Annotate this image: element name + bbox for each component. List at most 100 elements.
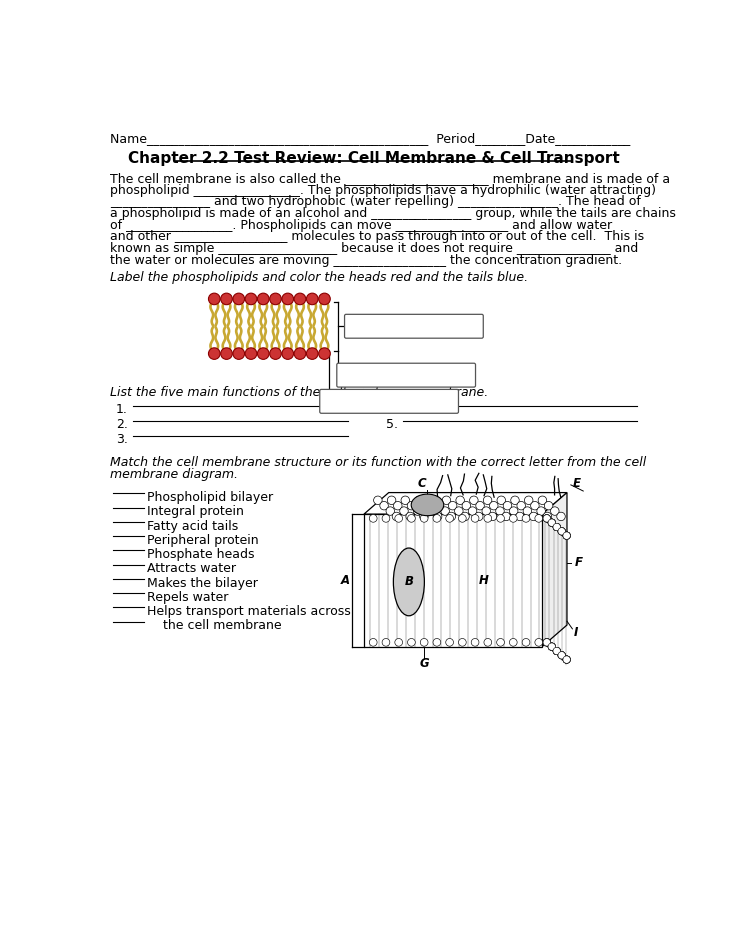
Circle shape [497,496,505,504]
Circle shape [515,513,524,521]
Circle shape [433,638,441,647]
Circle shape [538,496,547,504]
Text: the cell membrane: the cell membrane [147,619,281,632]
Circle shape [537,507,545,515]
Text: Fatty acid tails: Fatty acid tails [147,519,238,532]
Circle shape [484,638,491,647]
Circle shape [553,523,561,531]
Text: of _________________. Phospholipids can move __________________ and allow water: of _________________. Phospholipids can … [111,219,612,231]
Circle shape [433,514,441,522]
FancyBboxPatch shape [320,390,459,413]
Circle shape [448,501,457,510]
Circle shape [394,501,402,510]
Circle shape [543,639,550,646]
Circle shape [233,294,244,305]
Circle shape [306,347,318,360]
Circle shape [558,528,566,535]
Circle shape [445,514,453,522]
Circle shape [529,513,538,521]
Circle shape [462,501,471,510]
Text: ________________ and two hydrophobic (water repelling) ________________. The hea: ________________ and two hydrophobic (wa… [111,195,642,209]
Text: phospholipid _________________. The phospholipids have a hydrophilic (water attr: phospholipid _________________. The phos… [111,183,657,196]
Circle shape [548,643,555,650]
Circle shape [543,514,550,522]
Circle shape [558,651,566,659]
Circle shape [476,501,484,510]
Circle shape [543,513,552,521]
Circle shape [455,507,463,515]
Text: Match the cell membrane structure or its function with the correct letter from t: Match the cell membrane structure or its… [111,456,647,468]
Circle shape [558,651,566,659]
Circle shape [522,514,530,522]
Circle shape [257,347,269,360]
Circle shape [548,519,555,527]
Circle shape [522,638,530,647]
Circle shape [563,531,570,539]
Text: Makes the bilayer: Makes the bilayer [147,577,258,589]
Circle shape [459,514,467,522]
Circle shape [524,496,533,504]
Circle shape [387,496,396,504]
Circle shape [510,514,517,522]
Circle shape [548,519,555,527]
Text: G: G [420,657,429,670]
Circle shape [553,648,561,655]
Text: 2.: 2. [116,418,128,431]
Text: Chapter 2.2 Test Review: Cell Membrane & Cell Transport: Chapter 2.2 Test Review: Cell Membrane &… [128,151,620,166]
Circle shape [553,523,561,531]
Circle shape [406,513,415,521]
Polygon shape [542,493,567,647]
Text: A: A [340,574,350,587]
Text: 3.: 3. [116,433,128,447]
Circle shape [563,656,570,664]
Text: Helps transport materials across: Helps transport materials across [147,605,351,618]
Circle shape [553,523,561,531]
Circle shape [543,639,550,646]
Circle shape [295,347,305,360]
Circle shape [471,638,479,647]
Text: 4.: 4. [386,403,397,416]
Circle shape [563,656,570,664]
Circle shape [319,347,330,360]
Circle shape [415,496,424,504]
Text: List the five main functions of the cell or plasma membrane.: List the five main functions of the cell… [111,386,488,399]
Text: Integral protein: Integral protein [147,505,243,518]
Circle shape [208,347,220,360]
Circle shape [399,507,408,515]
Circle shape [373,496,382,504]
Circle shape [553,648,561,655]
Circle shape [543,639,550,646]
Circle shape [427,507,436,515]
Circle shape [456,496,464,504]
Circle shape [447,513,456,521]
Circle shape [408,514,416,522]
Circle shape [543,514,550,522]
Circle shape [553,648,561,655]
Circle shape [563,656,570,664]
Circle shape [413,507,422,515]
Circle shape [543,514,550,522]
Circle shape [471,514,479,522]
Circle shape [421,514,428,522]
Circle shape [370,638,377,647]
Circle shape [531,501,539,510]
Text: Name_____________________________________________  Period________Date___________: Name____________________________________… [111,132,631,144]
Polygon shape [364,493,567,514]
Circle shape [543,514,550,522]
Circle shape [550,507,559,515]
Circle shape [382,514,390,522]
Circle shape [502,513,510,521]
Text: membrane diagram.: membrane diagram. [111,468,238,480]
Circle shape [558,528,566,535]
Circle shape [543,639,550,646]
Circle shape [483,496,492,504]
Circle shape [421,638,428,647]
Text: known as simple ___________________ because it does not require _______________ : known as simple ___________________ beca… [111,242,639,255]
Circle shape [221,294,233,305]
Polygon shape [364,514,542,647]
Text: C: C [418,477,426,490]
Circle shape [517,501,526,510]
Circle shape [392,513,401,521]
Circle shape [510,507,518,515]
Circle shape [545,501,553,510]
